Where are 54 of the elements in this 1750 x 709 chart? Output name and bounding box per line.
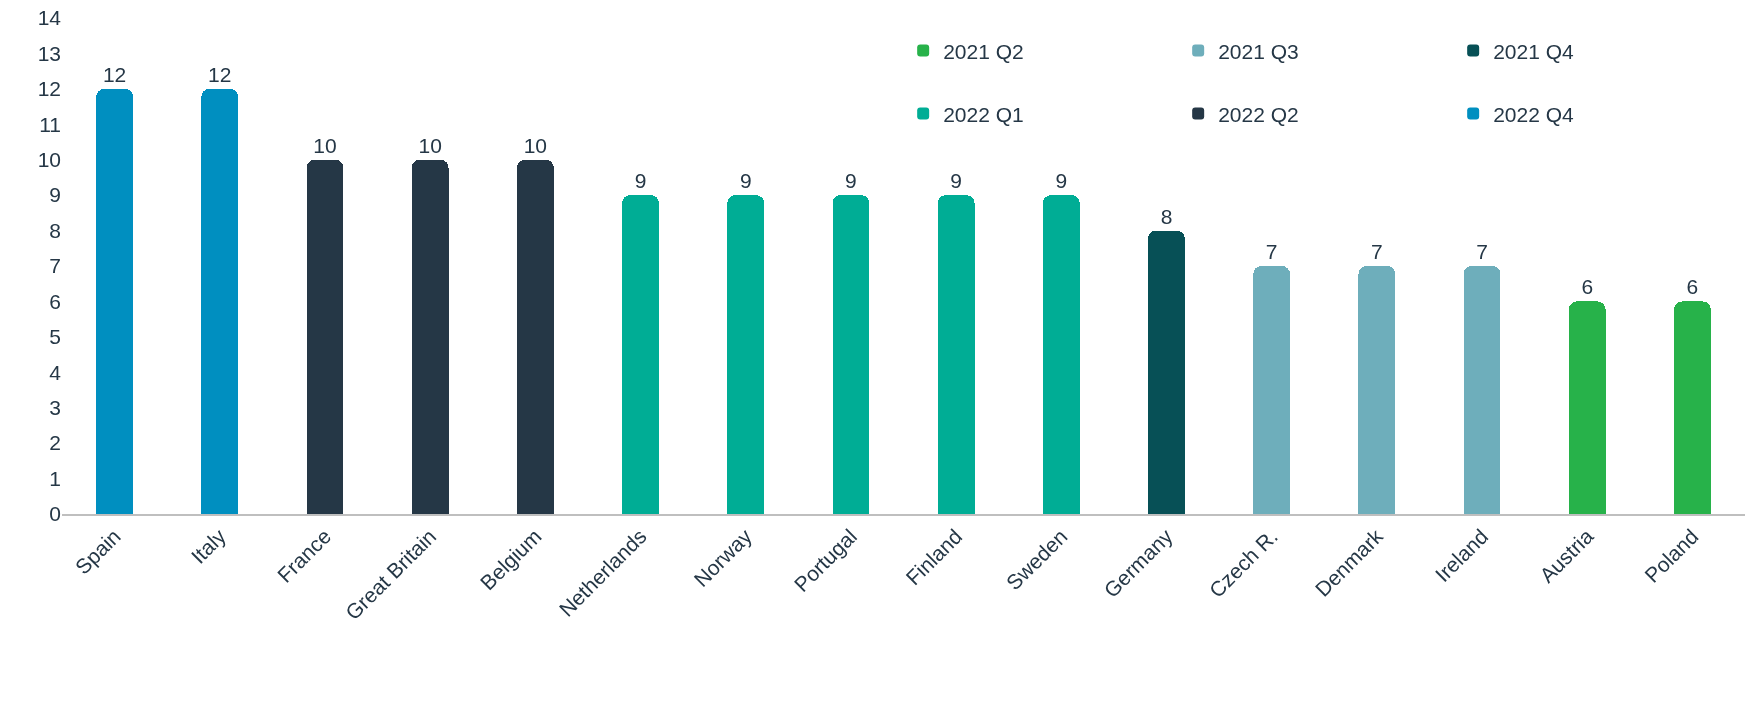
data-label: 7 (1265, 240, 1278, 263)
bar (937, 195, 975, 514)
legend-label: 2022 Q1 (943, 102, 1024, 126)
bar (727, 195, 765, 514)
y-tick-label: 9 (49, 183, 61, 207)
y-tick-label: 5 (49, 325, 61, 349)
legend-label: 2021 Q2 (943, 39, 1024, 63)
y-tick-label: 2 (49, 431, 61, 455)
y-tick-label: 4 (49, 360, 62, 384)
data-label: 12 (208, 62, 232, 86)
bar (622, 195, 659, 514)
y-tick-label: 0 (49, 502, 61, 526)
bar (1358, 266, 1396, 514)
legend-label: 2021 Q3 (1218, 39, 1299, 63)
bar (516, 159, 554, 514)
y-tick-label: 6 (49, 289, 61, 313)
bar (1148, 230, 1185, 514)
legend-label: 2021 Q4 (1493, 39, 1575, 63)
data-label: 9 (950, 169, 962, 193)
y-tick-label: 1 (49, 466, 61, 490)
bar (1042, 195, 1080, 514)
data-label: 9 (634, 169, 647, 193)
data-label: 6 (1686, 275, 1699, 299)
y-tick-label: 12 (37, 77, 61, 101)
bar (411, 159, 449, 514)
y-tick-label: 13 (37, 41, 61, 65)
data-label: 10 (523, 133, 548, 157)
data-label: 7 (1371, 240, 1383, 263)
y-tick-label: 3 (49, 396, 61, 420)
bar (306, 159, 344, 514)
y-tick-label: 7 (49, 254, 61, 278)
y-tick-label: 10 (37, 148, 61, 172)
bar (1463, 266, 1501, 514)
legend-label: 2022 Q4 (1493, 102, 1575, 126)
data-label: 9 (845, 169, 857, 193)
data-label: 8 (1160, 204, 1173, 228)
bar (1674, 301, 1711, 514)
data-label: 10 (418, 133, 442, 157)
data-label: 10 (313, 133, 337, 157)
x-tick-label: Italy (186, 524, 231, 568)
bar (201, 88, 239, 514)
data-label: 12 (102, 62, 127, 86)
bar (832, 195, 870, 514)
data-label: 9 (1055, 169, 1068, 193)
y-tick-label: 8 (49, 218, 61, 242)
data-label: 6 (1581, 275, 1594, 299)
y-tick-label: 11 (39, 112, 61, 136)
legend-label: 2022 Q2 (1218, 102, 1299, 126)
data-label: 9 (739, 169, 752, 193)
bar (1253, 266, 1291, 514)
data-label: 7 (1476, 240, 1488, 263)
bar (96, 88, 133, 514)
y-tick-label: 14 (37, 6, 62, 30)
bar (1568, 301, 1606, 514)
